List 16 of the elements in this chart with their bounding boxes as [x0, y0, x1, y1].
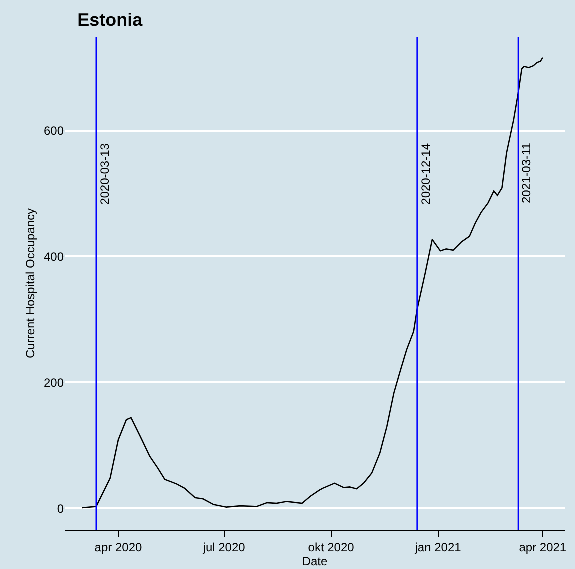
y-axis-title: Current Hospital Occupancy [23, 208, 38, 359]
y-tick-label: 200 [44, 376, 64, 390]
x-tick-label: okt 2020 [308, 540, 355, 554]
x-tick-label: apr 2021 [519, 540, 567, 554]
x-axis-title: Date [302, 554, 328, 568]
ref-line-label: 2021-03-11 [519, 142, 534, 204]
line-series [82, 57, 544, 509]
x-tick-label: apr 2020 [94, 540, 142, 554]
y-tick-label: 600 [44, 124, 64, 138]
chart-title: Estonia [78, 10, 144, 30]
x-tick-label: jul 2020 [202, 540, 246, 554]
ref-line-label: 2020-03-13 [98, 143, 112, 205]
y-tick-label: 400 [44, 250, 64, 264]
y-tick-label: 0 [57, 502, 64, 516]
x-tick-label: jan 2021 [414, 540, 462, 554]
ref-line-label: 2020-12-14 [418, 143, 433, 205]
